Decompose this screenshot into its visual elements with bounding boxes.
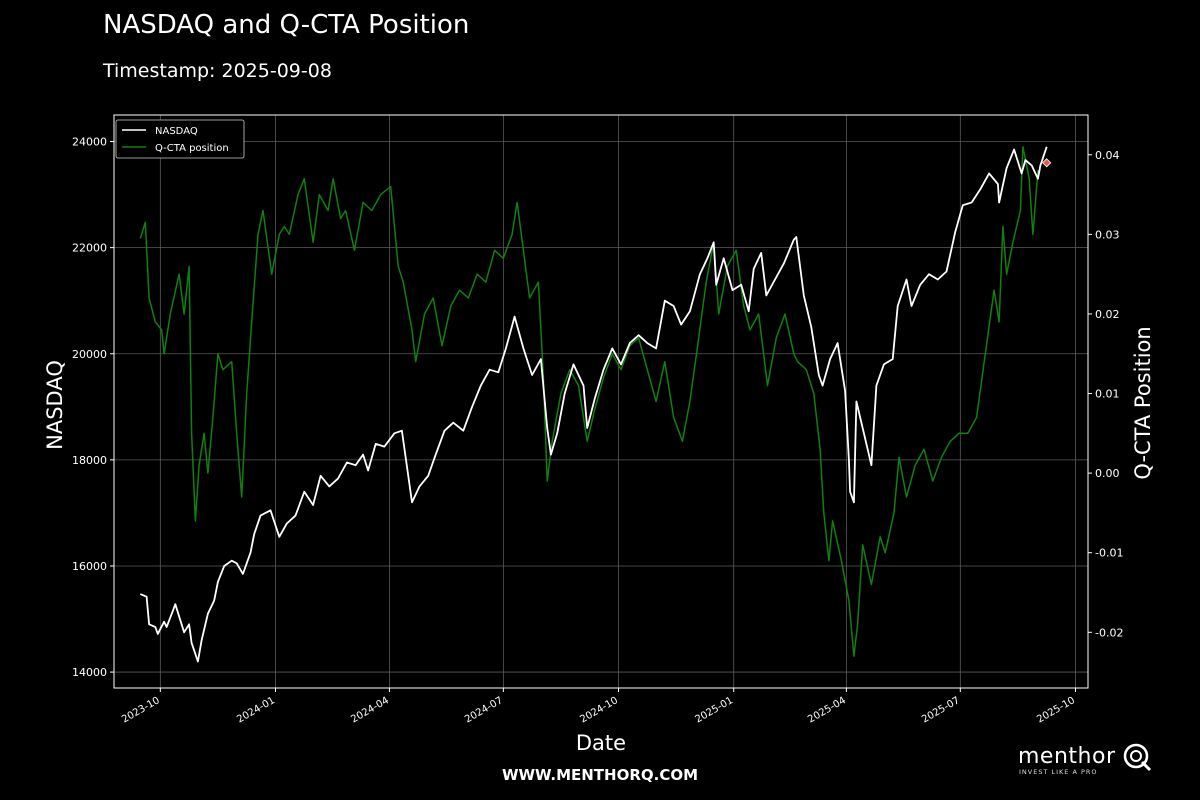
cta-position-line (139, 146, 1041, 657)
legend: NASDAQ Q-CTA position (115, 119, 245, 159)
left-tick-label: 16000 (72, 560, 107, 573)
left-tick-label: 24000 (72, 136, 107, 149)
axis-ticks: 2023-10 2024-01 2024-04 2024-07 2024-10 2025-… (72, 136, 1123, 726)
x-tick-label: 2025-04 (806, 695, 848, 725)
right-tick-label: 0.00 (1095, 467, 1120, 480)
legend-nasdaq-label: NASDAQ (155, 126, 198, 137)
plot-frame (113, 114, 1089, 689)
latest-marker (1042, 158, 1052, 168)
x-tick-label: 2024-10 (578, 695, 620, 725)
right-tick-label: 0.02 (1095, 308, 1120, 321)
x-axis-label: Date (576, 731, 626, 755)
right-tick-label: 0.01 (1095, 388, 1120, 401)
x-tick-label: 2024-04 (349, 695, 391, 725)
grid-lines (114, 115, 1088, 688)
footer-url[interactable]: WWW.MENTHORQ.COM (501, 766, 699, 784)
x-tick-label: 2024-01 (235, 695, 277, 725)
latest-position-marker (1042, 158, 1052, 168)
left-tick-label: 18000 (72, 454, 107, 467)
x-tick-label: 2025-01 (694, 695, 736, 725)
x-tick-label: 2025-07 (920, 695, 962, 725)
left-tick-label: 22000 (72, 242, 107, 255)
left-tick-label: 20000 (72, 348, 107, 361)
right-tick-label: -0.02 (1095, 626, 1123, 639)
x-tick-label: 2023-10 (120, 695, 162, 725)
left-axis-label: NASDAQ (43, 360, 67, 450)
legend-cta-label: Q-CTA position (155, 143, 229, 154)
right-tick-label: 0.04 (1095, 149, 1120, 162)
brand-name: menthor (1018, 744, 1116, 769)
right-axis-label: Q-CTA Position (1131, 326, 1155, 479)
chart-subtitle: Timestamp: 2025-09-08 (103, 60, 332, 82)
chart-title: NASDAQ and Q-CTA Position (103, 10, 470, 40)
legend-box (115, 119, 245, 159)
brand-q-icon (1123, 743, 1152, 772)
brand-tagline: INVEST LIKE A PRO (1019, 768, 1098, 776)
nasdaq-line (139, 146, 1048, 663)
left-tick-label: 14000 (72, 666, 107, 679)
series-lines (139, 146, 1048, 663)
x-tick-label: 2024-07 (463, 695, 505, 725)
right-tick-label: 0.03 (1095, 228, 1120, 241)
x-tick-label: 2025-10 (1035, 695, 1077, 725)
right-tick-label: -0.01 (1095, 547, 1123, 560)
brand-logo: menthor INVEST LIKE A PRO (1018, 743, 1168, 778)
